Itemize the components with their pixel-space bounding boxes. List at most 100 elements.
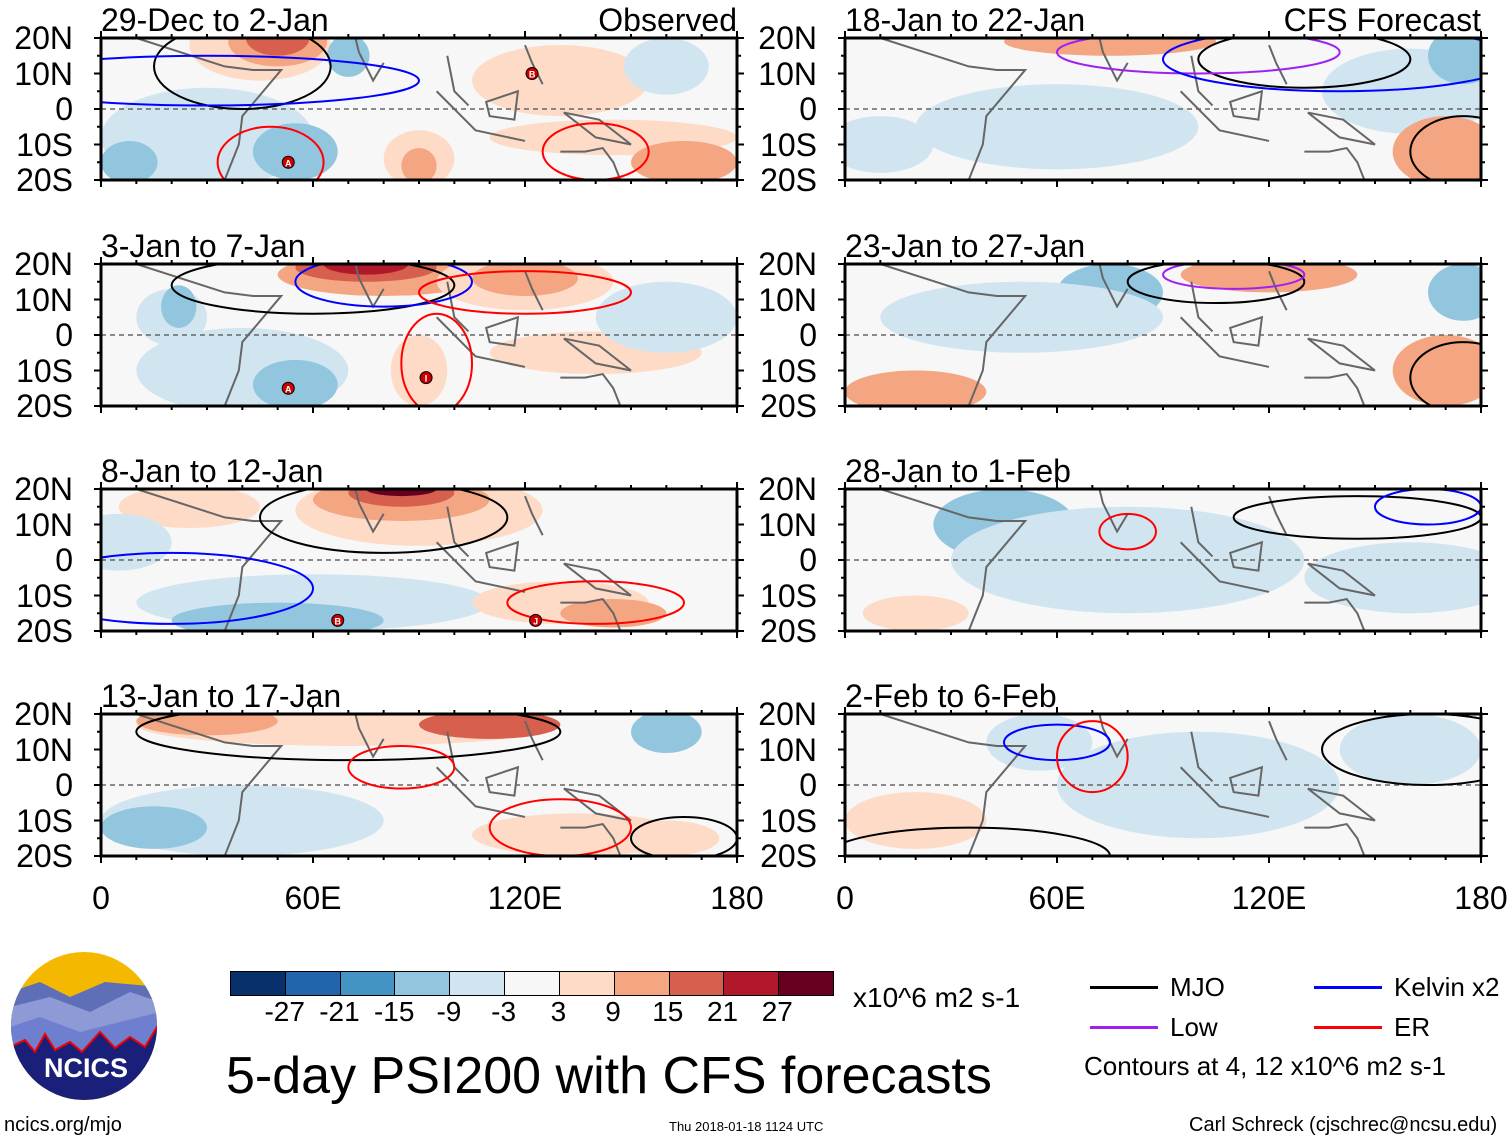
- colorbar-swatch: [505, 972, 560, 995]
- psi-anomaly-shading: [631, 140, 737, 180]
- coastline: [136, 489, 632, 631]
- latitude-label: 10N: [14, 731, 73, 768]
- legend-label: MJO: [1170, 972, 1225, 1002]
- latitude-label: 10S: [760, 577, 817, 614]
- latitude-label: 20N: [758, 20, 817, 56]
- colorbar-swatch: [724, 972, 780, 995]
- latitude-label: 20N: [758, 246, 817, 282]
- latitude-label: 10S: [16, 126, 73, 163]
- colorbar-swatch: [614, 972, 670, 995]
- longitude-label: 0: [836, 880, 854, 916]
- units-label: x10^6 m2 s-1: [853, 982, 1021, 1013]
- latitude-label: 10S: [16, 352, 73, 389]
- latitude-label: 10N: [758, 55, 817, 92]
- map-panel: [838, 31, 1488, 187]
- legend-label: Kelvin x2: [1394, 972, 1500, 1002]
- psi-anomaly-shading: [323, 264, 409, 275]
- colorbar-label: 27: [761, 996, 793, 1027]
- latitude-label: 10N: [14, 55, 73, 92]
- latitude-label: 20N: [758, 696, 817, 732]
- storm-label: A: [285, 384, 292, 394]
- longitude-label: 60E: [284, 880, 342, 916]
- wave-contour: [170, 264, 456, 315]
- latitude-label: 0: [799, 542, 817, 578]
- wave-contour: [101, 54, 420, 107]
- latitude-label: 0: [799, 91, 817, 127]
- psi-anomaly-shading: [327, 38, 370, 78]
- panel-title: 29-Dec to 2-Jan: [101, 2, 329, 38]
- psi-anomaly-shading: [101, 513, 172, 571]
- wave-contour: [506, 580, 685, 625]
- psi-anomaly-shading: [986, 714, 1093, 771]
- colorbar-label: -9: [436, 996, 462, 1027]
- longitude-label: 180: [1454, 880, 1508, 916]
- colorbar-swatch: [559, 972, 615, 995]
- latitude-label: 20S: [16, 388, 73, 424]
- wave-contour: [259, 489, 509, 554]
- colorbar-swatch: [669, 972, 725, 995]
- latitude-label: 10N: [14, 281, 73, 318]
- panel-title: 8-Jan to 12-Jan: [101, 453, 324, 489]
- tropical-cyclone-icon: B: [331, 613, 345, 627]
- colorbar-label: -21: [319, 996, 360, 1027]
- storm-label: J: [533, 616, 538, 626]
- psi-anomaly-shading: [101, 806, 207, 849]
- colorbar-swatch: [395, 972, 451, 995]
- psi-anomaly-shading: [915, 84, 1199, 170]
- colorbar-label: 3: [550, 996, 567, 1027]
- psi-anomaly-shading: [862, 595, 969, 631]
- map-panel: [94, 707, 744, 863]
- map-panel: AI: [94, 257, 744, 413]
- latitude-label: 20N: [758, 471, 817, 507]
- coastline: [880, 264, 1376, 406]
- coastline: [136, 264, 632, 406]
- map-panel: [838, 257, 1488, 413]
- latitude-label: 20S: [16, 613, 73, 649]
- latitude-label: 20S: [760, 613, 817, 649]
- psi-anomaly-shading: [245, 38, 310, 56]
- source-url[interactable]: ncics.org/mjo: [4, 1114, 122, 1136]
- colorbar-label: -3: [491, 996, 517, 1027]
- storm-label: A: [285, 158, 292, 168]
- latitude-label: 10S: [760, 126, 817, 163]
- psi-anomaly-shading: [366, 489, 437, 497]
- psi-anomaly-shading: [101, 140, 158, 180]
- panel-title: 23-Jan to 27-Jan: [845, 228, 1086, 264]
- latitude-label: 10N: [14, 506, 73, 543]
- latitude-label: 10S: [16, 802, 73, 839]
- wave-contour: [1409, 115, 1481, 180]
- ncics-logo: NCICS: [11, 952, 157, 1100]
- author-credit: Carl Schreck (cjschrec@ncsu.edu): [1189, 1114, 1498, 1136]
- contour-note: Contours at 4, 12 x10^6 m2 s-1: [1084, 1051, 1446, 1081]
- colorbar-label: 21: [706, 996, 739, 1027]
- psi-anomaly-shading: [171, 602, 384, 631]
- legend-line-swatch: [1090, 986, 1158, 989]
- wave-contour: [1162, 264, 1306, 290]
- psi-anomaly-shading: [613, 820, 720, 856]
- wave-contour: [400, 312, 473, 406]
- psi-anomaly-shading: [595, 281, 737, 353]
- tropical-cyclone-icon: A: [281, 155, 295, 169]
- panel-title: 3-Jan to 7-Jan: [101, 228, 306, 264]
- coastline: [136, 38, 632, 180]
- panel-title: 28-Jan to 1-Feb: [845, 453, 1071, 489]
- storm-label: B: [334, 616, 341, 626]
- colorbar-swatch: [285, 972, 341, 995]
- legend-line-swatch: [1314, 986, 1382, 989]
- psi-anomaly-shading: [623, 38, 709, 95]
- latitude-label: 0: [55, 542, 73, 578]
- map-panel: [838, 707, 1488, 863]
- wave-contour: [1374, 489, 1481, 526]
- latitude-label: 20S: [16, 838, 73, 874]
- latitude-label: 10S: [16, 577, 73, 614]
- latitude-label: 0: [55, 767, 73, 803]
- panel-title: 18-Jan to 22-Jan: [845, 2, 1086, 38]
- panel-header-right: CFS Forecast: [1283, 2, 1481, 38]
- psi-anomaly-shading: [1428, 264, 1481, 321]
- colorbar-label: 15: [652, 996, 684, 1027]
- timestamp: Thu 2018-01-18 1124 UTC: [669, 1119, 824, 1134]
- latitude-label: 0: [799, 767, 817, 803]
- latitude-label: 10N: [758, 281, 817, 318]
- latitude-label: 10S: [760, 352, 817, 389]
- colorbar-swatch: [340, 972, 396, 995]
